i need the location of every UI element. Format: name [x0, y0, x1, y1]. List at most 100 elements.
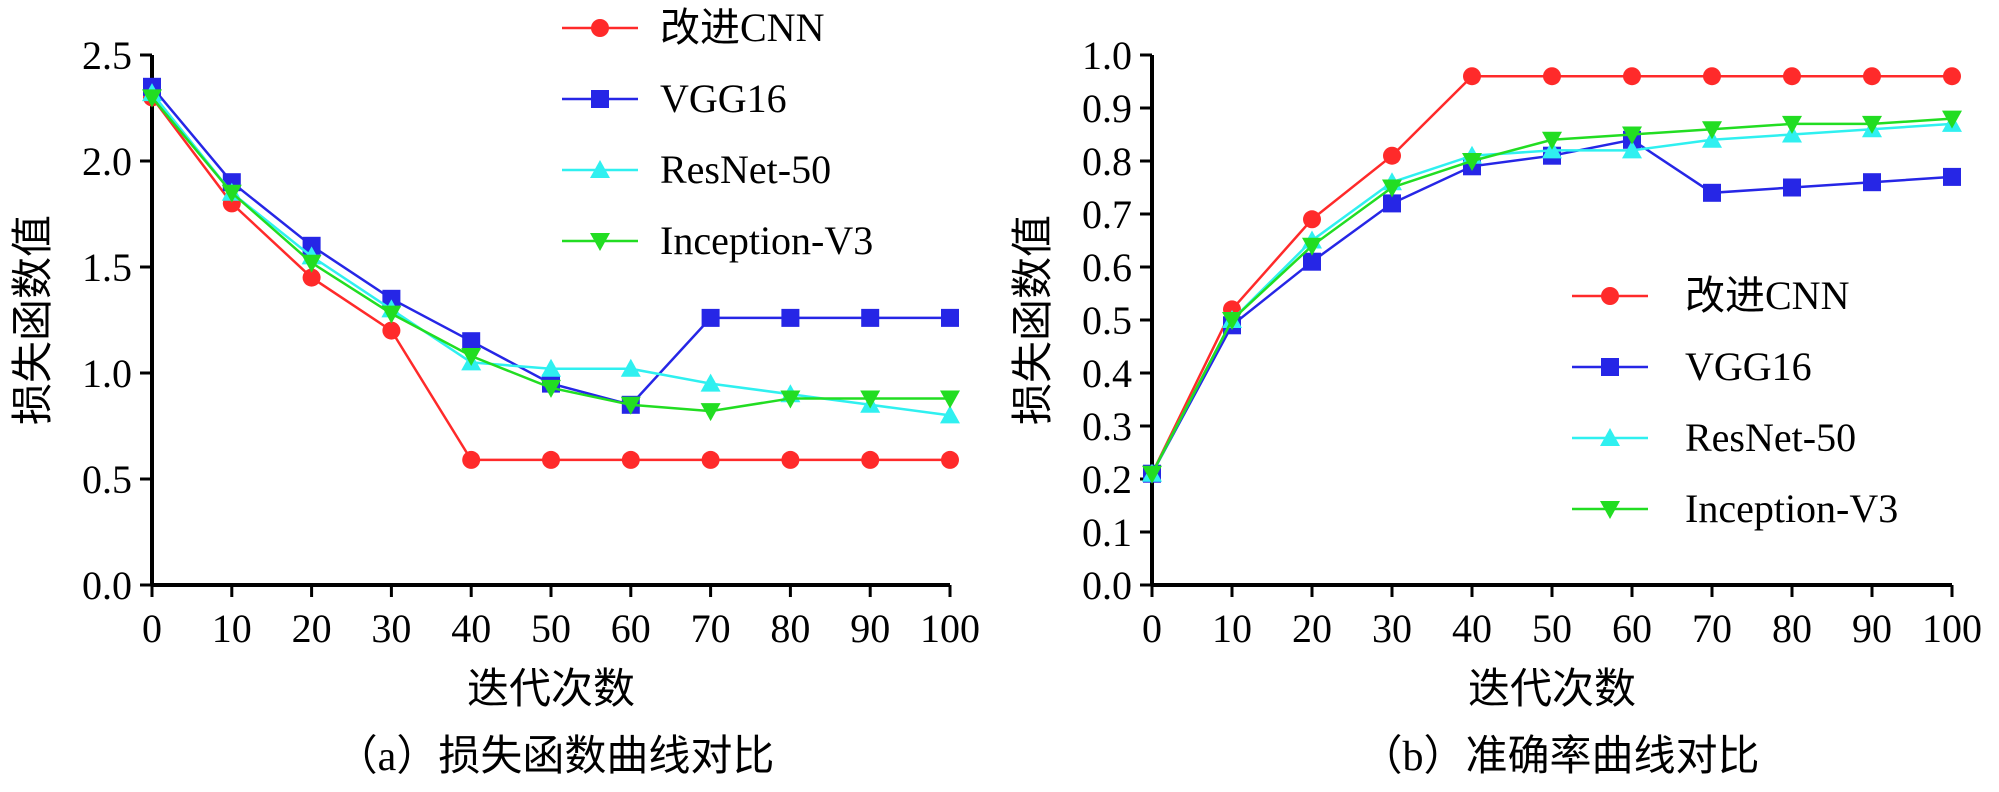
panel-b-caption: （b）准确率曲线对比: [1360, 733, 1759, 780]
panel-a-series-3-point: [860, 390, 881, 409]
panel-b-x-tick-label: 10: [1212, 606, 1252, 651]
panel-a-x-tick-label: 0: [142, 606, 162, 651]
panel-b-accuracy-chart: 0.0 0.1 0.2 0.3 0.4 0.5 0.6 0.7 0.8 0.9 1.0 0 10 20 30…: [1011, 33, 1982, 780]
panel-a-legend-marker: [590, 160, 610, 178]
panel-b-legend-marker: [1600, 501, 1620, 519]
panel-b-series-3-point: [1382, 179, 1402, 198]
panel-b-series-3-point: [1462, 153, 1482, 171]
panel-a-x-tick-label: 20: [292, 606, 332, 651]
panel-b-series-0-point: [1863, 67, 1881, 86]
panel-b-y-tick-label: 0.7: [1082, 192, 1132, 237]
panel-a-x-axis-title: 迭代次数: [467, 667, 635, 713]
panel-b-y-tick-label: 0.6: [1082, 245, 1132, 290]
panel-a-series-0-point: [941, 450, 959, 469]
panel-b-series-1-point: [1303, 252, 1321, 271]
panel-a-y-axis-title: 损失函数值: [11, 215, 57, 425]
panel-b-series-1-point: [1783, 178, 1801, 197]
panel-a-series-0-point: [542, 450, 560, 469]
panel-a-legend-marker: [590, 233, 610, 251]
panel-b-series-0-point: [1943, 67, 1961, 86]
panel-a-x-tick-label: 60: [611, 606, 651, 651]
panel-b-y-tick-label: 0.5: [1082, 298, 1132, 343]
panel-a-series-0-point: [781, 450, 800, 469]
panel-a-series-3-point: [700, 403, 721, 422]
panel-a-series-1-point: [382, 289, 401, 308]
panel-a-legend-label: ResNet-50: [660, 147, 831, 192]
panel-a-y-tick-label: 0.5: [82, 457, 132, 502]
panel-a-series-1-point: [302, 236, 321, 255]
panel-a-x-tick-label: 30: [371, 606, 411, 651]
panel-b-series-3-point: [1222, 312, 1242, 330]
panel-a-series-2-point: [940, 405, 960, 424]
panel-a-legend-label: Inception-V3: [660, 218, 873, 263]
panel-a-series-3-point: [142, 89, 162, 108]
panel-a-series-3-point: [461, 348, 482, 367]
panel-b-series-3-point: [1702, 121, 1722, 140]
panel-a-y-tick-label: 2.0: [82, 139, 132, 184]
panel-b-series-1-point: [1943, 167, 1961, 186]
panel-b-series-3-point: [1862, 115, 1882, 134]
panel-a-x-tick-label: 10: [212, 606, 252, 651]
panel-a-x-tick-label: 90: [850, 606, 890, 651]
panel-b-legend-label: 改进CNN: [1685, 273, 1849, 318]
panel-a-series-1-point: [701, 308, 720, 327]
panel-a-series-3-point: [381, 305, 402, 324]
panel-a-y-tick-label: 1.5: [82, 245, 132, 290]
panel-b-x-tick-label: 50: [1532, 606, 1572, 651]
panel-a-legend-marker: [591, 19, 609, 37]
panel-b-series-3-point: [1142, 465, 1162, 484]
panel-a-series-0-point: [861, 450, 880, 469]
panel-a-series-2-point: [620, 358, 641, 377]
panel-b-series-3-point: [1622, 126, 1642, 145]
panel-b-series-0-point: [1623, 67, 1641, 86]
panel-b-series-0-point: [1783, 67, 1801, 86]
panel-b-series-0-point: [1543, 67, 1561, 86]
panel-b-series-3-point: [1542, 131, 1562, 150]
panel-b-series-1-point: [1383, 194, 1401, 213]
panel-a-series-0-point: [382, 321, 401, 340]
panel-a-x-tick-label: 70: [691, 606, 731, 651]
panel-b-series-2-point: [1622, 140, 1642, 159]
panel-a-legend-marker: [591, 90, 609, 108]
panel-b-y-axis-title: 损失函数值: [1011, 215, 1057, 425]
panel-a-x-tick-label: 40: [451, 606, 491, 651]
panel-a-series-0-point: [621, 450, 640, 469]
panel-b-legend-marker: [1601, 287, 1619, 305]
panel-b-x-tick-label: 100: [1922, 606, 1982, 651]
panel-a-series-3-point: [620, 396, 641, 415]
panel-a-loss-chart: 0.0 0.5 1.0 1.5 2.0 2.5 0 10 20 30 40 50 60 70 80 90 100…: [11, 5, 980, 780]
panel-a-y-tick-label: 1.0: [82, 351, 132, 396]
panel-a-legend-label: 改进CNN: [660, 5, 824, 50]
panel-b-x-axis-title: 迭代次数: [1468, 667, 1636, 713]
panel-b-y-tick-label: 0.2: [1082, 457, 1132, 502]
panel-b-series-3-point: [1302, 237, 1322, 256]
panel-b-legend-label: Inception-V3: [1685, 486, 1898, 531]
panel-b-y-tick-label: 0.0: [1082, 563, 1132, 608]
panel-b-series-0-point: [1703, 67, 1721, 86]
panel-b-x-tick-label: 70: [1692, 606, 1732, 651]
panel-b-series-0-point: [1303, 210, 1321, 229]
panel-b-series-1-point: [1703, 183, 1721, 202]
panel-b-x-tick-label: 20: [1292, 606, 1332, 651]
panel-a-series-3-point: [221, 184, 242, 203]
panel-a-legend-label: VGG16: [660, 76, 787, 121]
panel-a-y-tick-label: 2.5: [82, 33, 132, 78]
panel-b-series-1-point: [1863, 173, 1881, 192]
panel-a-series-1-point: [861, 308, 880, 327]
panel-b-series-3-point: [1782, 115, 1802, 134]
panel-a-series-1-point: [781, 308, 800, 327]
panel-a-series-1-point: [462, 332, 481, 351]
panel-a-x-tick-label: 80: [770, 606, 810, 651]
panel-b-series-3-point: [1942, 110, 1962, 129]
panel-b-y-tick-label: 0.8: [1082, 139, 1132, 184]
panel-a-series-0-point: [462, 450, 481, 469]
panel-a-series-3-point: [940, 390, 960, 409]
panel-a-series-0-point: [302, 268, 321, 287]
panel-b-y-tick-label: 0.1: [1082, 510, 1132, 555]
panel-b-series-0-point: [1383, 146, 1401, 165]
panel-a-series-1-point: [941, 308, 959, 327]
panel-a-caption: （a）损失函数曲线对比: [336, 734, 775, 780]
panel-b-series-0-point: [1463, 67, 1481, 86]
panel-a-series-3-point: [301, 254, 322, 273]
